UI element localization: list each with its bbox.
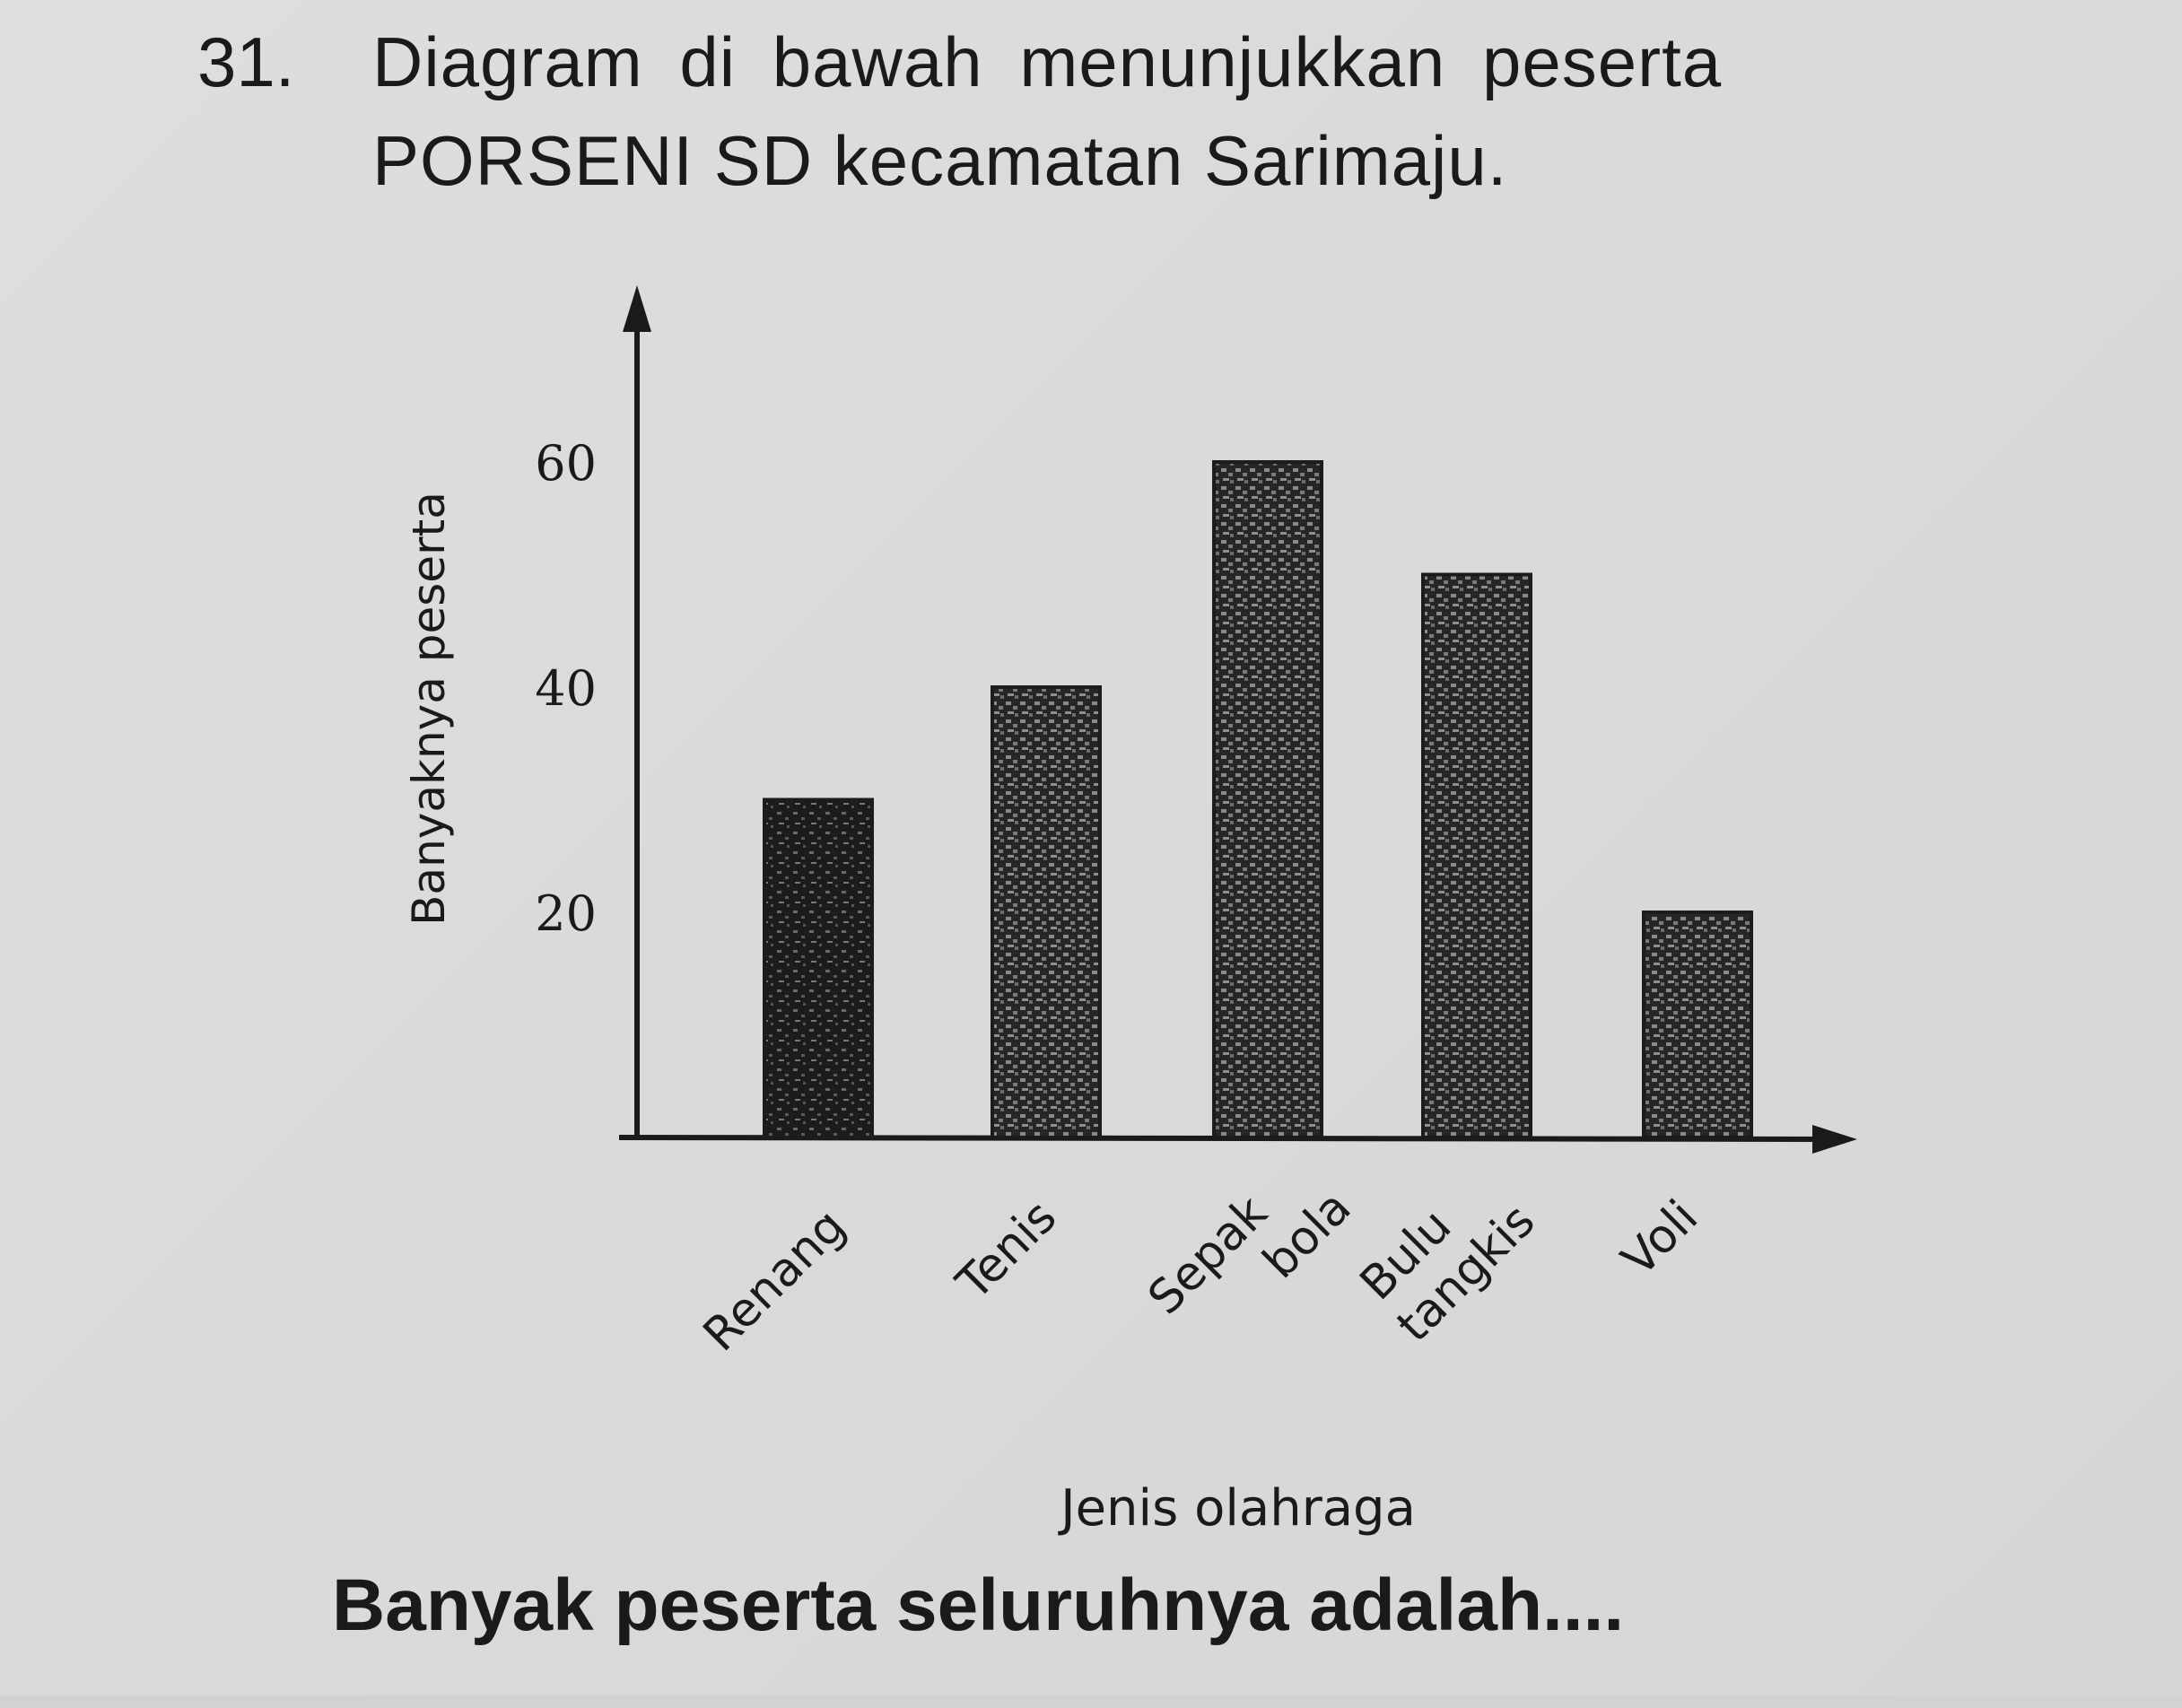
- x-tick-tenis: Tenis: [947, 1190, 1068, 1312]
- bar-voli: [1642, 911, 1753, 1139]
- y-tick-20: 20: [535, 885, 597, 942]
- bar-renang: [763, 797, 874, 1139]
- question-line-2: PORSENI SD kecamatan Sarimaju.: [372, 121, 1508, 200]
- question-prompt: Banyak peserta seluruhnya adalah....: [332, 1564, 1625, 1646]
- question-line-1: Diagram di bawah menunjukkan peserta: [372, 22, 1723, 101]
- x-tick-line: Renang: [694, 1199, 856, 1362]
- x-tick-line: Tenis: [947, 1190, 1068, 1312]
- y-axis-arrow: [623, 285, 651, 332]
- bar-bulu-tangkis: [1421, 572, 1532, 1139]
- bar-sepak-bola: [1212, 460, 1323, 1139]
- x-axis-label: Jenis olahraga: [1058, 1479, 1416, 1538]
- x-tick-voli: Voli: [1612, 1190, 1709, 1287]
- x-tick-bulu-tangkis: Bulutangkis: [1348, 1155, 1546, 1353]
- y-axis-label: Banyaknya peserta: [403, 492, 455, 926]
- question-text: Diagram di bawah menunjukkan peserta POR…: [372, 13, 2032, 210]
- x-tick-sepak-bola: Sepakbola: [1139, 1141, 1362, 1364]
- question-number: 31.: [197, 22, 295, 101]
- y-tick-labels: 20 40 60: [535, 435, 597, 942]
- y-tick-60: 60: [535, 435, 597, 492]
- x-tick-line: Voli: [1612, 1190, 1709, 1287]
- x-axis-arrow: [1812, 1125, 1857, 1154]
- bars: [763, 460, 1753, 1139]
- x-tick-renang: Renang: [694, 1199, 856, 1362]
- x-tick-line: bola: [1253, 1181, 1362, 1289]
- y-tick-40: 40: [535, 660, 597, 717]
- bar-tenis: [991, 685, 1102, 1139]
